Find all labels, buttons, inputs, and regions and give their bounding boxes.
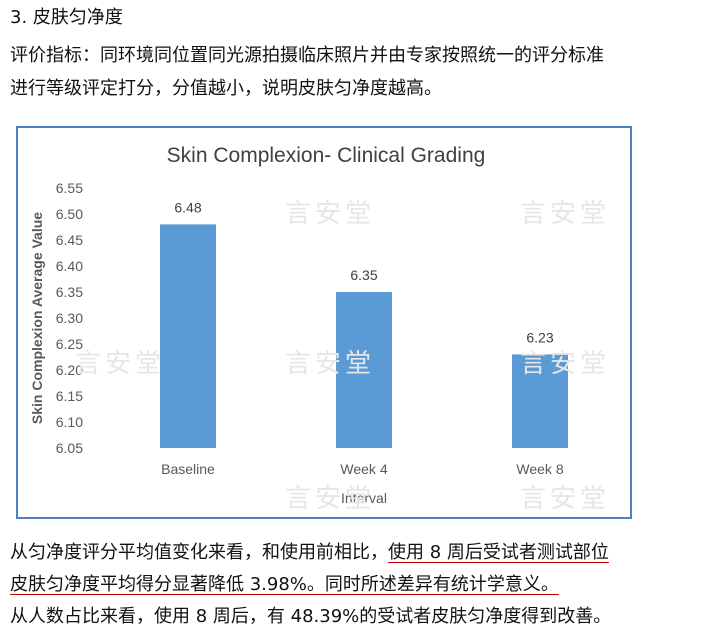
y-tick-label: 6.55: [56, 180, 83, 196]
x-tick-label: Week 4: [340, 461, 387, 477]
data-label: 6.23: [526, 329, 553, 345]
y-tick-label: 6.25: [56, 336, 83, 352]
evaluation-description-line-1: 评价指标：同环境同位置同光源拍摄临床照片并由专家按照统一的评分标准: [10, 45, 604, 66]
watermark: 言安堂: [285, 199, 376, 229]
conclusion-line-2: 皮肤匀净度平均得分显著降低 3.98%。同时所述差异有统计学意义。: [10, 573, 559, 597]
data-label: 6.35: [350, 267, 377, 283]
y-axis-label: Skin Complexion Average Value: [29, 212, 45, 424]
y-tick-label: 6.50: [56, 206, 83, 222]
bar: [512, 354, 568, 448]
x-axis-label: Interval: [341, 490, 387, 506]
section-heading: 3. 皮肤匀净度: [10, 7, 123, 28]
x-tick-label: Week 8: [516, 461, 563, 477]
y-tick-label: 6.30: [56, 310, 83, 326]
y-tick-label: 6.45: [56, 232, 83, 248]
y-tick-label: 6.35: [56, 284, 83, 300]
watermark: 言安堂: [285, 484, 376, 514]
y-tick-label: 6.05: [56, 440, 83, 456]
watermark: 言安堂: [520, 199, 611, 229]
chart-frame: Skin Complexion- Clinical Grading Skin C…: [16, 126, 632, 519]
y-tick-label: 6.15: [56, 388, 83, 404]
conclusion-line-3: 从人数占比来看，使用 8 周后，有 48.39%的受试者皮肤匀净度得到改善。: [10, 606, 612, 627]
conclusion-line-1: 从匀净度评分平均值变化来看，和使用前相比，使用 8 周后受试者测试部位: [10, 541, 609, 565]
conclusion-text: 从匀净度评分平均值变化来看，和使用前相比，: [10, 542, 388, 563]
watermark: 言安堂: [285, 349, 376, 379]
conclusion-underlined-text: 皮肤匀净度平均得分显著降低 3.98%。同时所述差异有统计学意义。: [10, 574, 559, 595]
x-tick-label: Baseline: [161, 461, 215, 477]
conclusion-underlined-text: 使用 8 周后受试者测试部位: [388, 542, 609, 563]
watermark: 言安堂: [75, 349, 166, 379]
y-tick-label: 6.20: [56, 362, 83, 378]
y-tick-label: 6.10: [56, 414, 83, 430]
y-tick-label: 6.40: [56, 258, 83, 274]
chart-title: Skin Complexion- Clinical Grading: [167, 144, 486, 167]
data-label: 6.48: [174, 199, 201, 215]
bar: [160, 224, 216, 448]
evaluation-description-line-2: 进行等级评定打分，分值越小，说明皮肤匀净度越高。: [10, 78, 442, 99]
watermark: 言安堂: [520, 484, 611, 514]
watermark: 言安堂: [520, 349, 611, 379]
bar: [336, 292, 392, 448]
skin-complexion-bar-chart: Skin Complexion- Clinical Grading Skin C…: [29, 144, 568, 506]
